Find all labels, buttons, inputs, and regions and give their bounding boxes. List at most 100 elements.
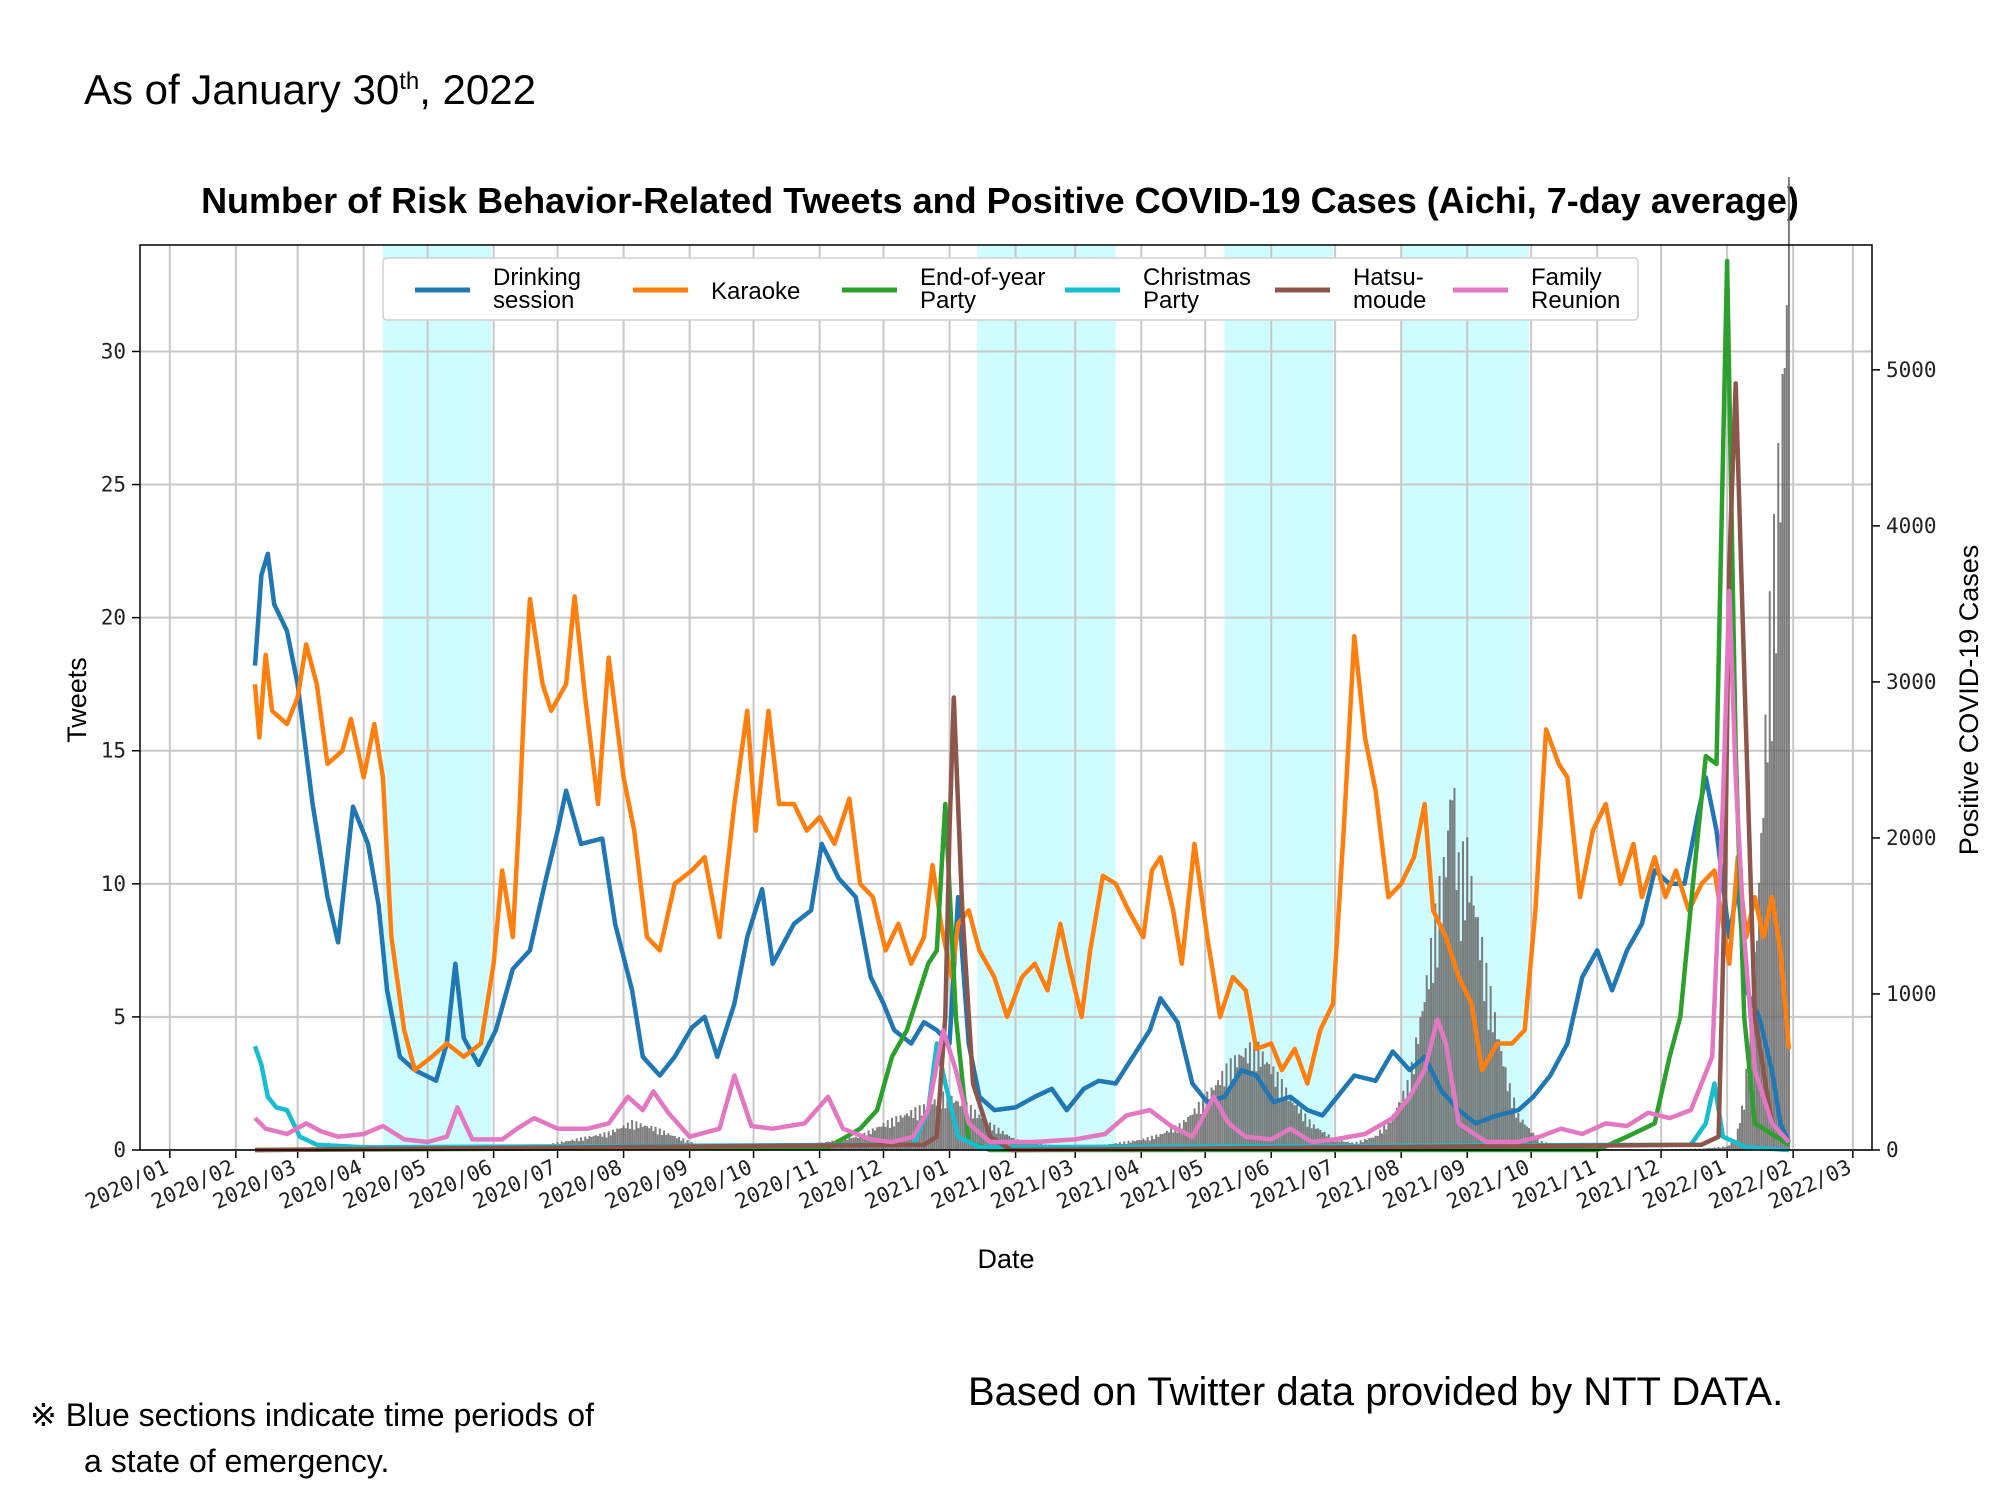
cases-bar [1376, 1135, 1379, 1150]
cases-bar [1530, 1132, 1533, 1150]
cases-bar [1283, 1100, 1286, 1150]
cases-bar [1432, 983, 1435, 1150]
cases-bar [1436, 967, 1439, 1150]
cases-bar [1236, 1067, 1239, 1150]
cases-bar [959, 1106, 962, 1150]
cases-bar [620, 1128, 623, 1150]
cases-bar [984, 1120, 987, 1150]
y-tick-label: 25 [101, 473, 126, 497]
cases-bar [658, 1128, 661, 1150]
cases-bar [1732, 1141, 1735, 1150]
cases-bar [1734, 1140, 1737, 1150]
cases-bar [584, 1136, 587, 1150]
cases-bar [899, 1115, 902, 1150]
cases-bar [922, 1104, 925, 1150]
legend-label: Christmas [1143, 264, 1251, 291]
cases-bar [599, 1133, 602, 1150]
cases-bar [1702, 1148, 1705, 1150]
cases-bar [1240, 1055, 1243, 1150]
cases-bar [1745, 1068, 1748, 1150]
cases-bar [1515, 1117, 1518, 1150]
cases-bar [1408, 1099, 1411, 1150]
cases-bar [1178, 1123, 1181, 1150]
cases-bar [1208, 1100, 1211, 1150]
cases-bar [931, 1104, 934, 1150]
cases-bar [1755, 940, 1758, 1150]
cases-bar [1261, 1051, 1264, 1150]
cases-bar [622, 1125, 625, 1150]
cases-bar [880, 1126, 883, 1150]
y2-tick-label: 0 [1886, 1138, 1899, 1162]
cases-bar [1483, 1001, 1486, 1150]
cases-bar [1332, 1137, 1335, 1150]
x-axis-label: Date [977, 1244, 1034, 1274]
cases-bar [1182, 1120, 1185, 1150]
note-mark: ※ [30, 1397, 57, 1433]
cases-bar [605, 1137, 608, 1150]
cases-bar [886, 1120, 889, 1150]
cases-bar [1517, 1113, 1520, 1150]
cases-bar [590, 1137, 593, 1150]
cases-bar [1747, 1075, 1750, 1150]
cases-bar [1783, 368, 1786, 1151]
cases-bar [1711, 1147, 1714, 1150]
cases-bar [920, 1115, 923, 1150]
cases-bar [1706, 1148, 1709, 1150]
cases-bar [950, 1095, 953, 1150]
cases-bar [869, 1134, 872, 1150]
cases-bar [1785, 305, 1788, 1150]
cases-bar [1231, 1079, 1234, 1150]
emergency-note: ※ Blue sections indicate time periods of… [30, 1392, 594, 1484]
cases-bar [940, 1108, 943, 1150]
cases-bar [633, 1129, 636, 1150]
cases-bar [1400, 1102, 1403, 1150]
cases-bar [654, 1126, 657, 1150]
cases-bar [1787, 177, 1790, 1151]
cases-bar [1412, 1074, 1415, 1150]
cases-bar [925, 1110, 928, 1150]
cases-bar [1259, 1066, 1262, 1150]
cases-bar [1210, 1087, 1213, 1150]
cases-bar [665, 1134, 668, 1150]
cases-bar [1172, 1132, 1175, 1150]
cases-bar [1404, 1100, 1407, 1150]
cases-bar [648, 1128, 651, 1150]
cases-bar [929, 1104, 932, 1150]
cases-bar [643, 1125, 646, 1150]
cases-bar [616, 1128, 619, 1150]
cases-bar [963, 1112, 966, 1150]
legend-label: Party [1143, 287, 1199, 314]
note-line-2: a state of emergency. [84, 1443, 390, 1479]
cases-bar [1447, 830, 1450, 1150]
cases-bar [671, 1135, 674, 1150]
cases-bar [1212, 1090, 1215, 1150]
cases-bar [1167, 1132, 1170, 1150]
legend-label: session [493, 287, 574, 314]
cases-bar [588, 1136, 591, 1150]
cases-bar [1417, 1044, 1420, 1150]
cases-bar [667, 1133, 670, 1150]
cases-bar [635, 1121, 638, 1150]
cases-bar [1398, 1102, 1401, 1150]
cases-bar [1715, 1147, 1718, 1150]
cases-bar [859, 1135, 862, 1150]
cases-bar [614, 1132, 617, 1150]
cases-bar [1704, 1148, 1707, 1150]
cases-bar [944, 1108, 947, 1150]
cases-bar [641, 1126, 644, 1150]
cases-bar [601, 1136, 604, 1150]
cases-bar [863, 1132, 866, 1150]
y2-tick-label: 4000 [1886, 514, 1937, 538]
cases-bar [1293, 1105, 1296, 1150]
cases-bar [1423, 1002, 1426, 1150]
cases-bar [891, 1117, 894, 1150]
cases-bar [1146, 1136, 1149, 1150]
cases-bar [1768, 591, 1771, 1150]
cases-bar [1464, 920, 1467, 1150]
cases-bar [1165, 1131, 1168, 1150]
cases-bar [1444, 877, 1447, 1150]
cases-bar [1387, 1118, 1390, 1150]
cases-bar [1461, 841, 1464, 1150]
cases-bar [884, 1126, 887, 1150]
